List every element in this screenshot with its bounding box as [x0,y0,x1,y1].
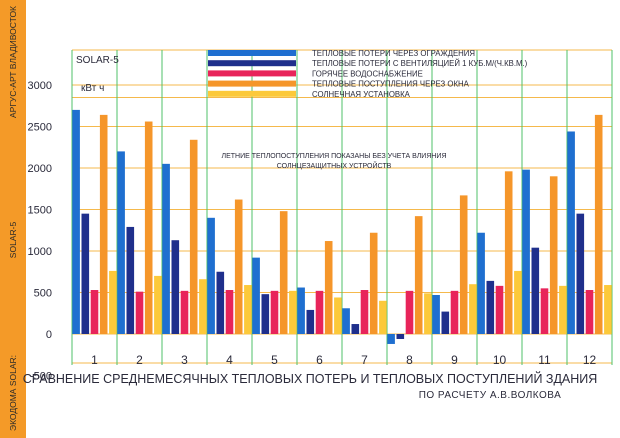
bar [414,216,423,334]
bar [180,290,189,334]
legend-swatch [208,50,296,56]
legend-label: ТЕПЛОВЫЕ ПОТЕРИ С ВЕНТИЛЯЦИЕЙ 1 КУБ.М/(Ч… [312,59,528,68]
x-tick-label: 5 [271,353,278,367]
bar [72,109,80,335]
bar [594,114,603,334]
y-tick-label: 3000 [28,80,52,92]
bar [334,297,342,334]
bar [432,294,440,334]
y-axis-label: кВт ч [81,83,104,94]
bar [387,334,395,344]
bar [225,290,234,334]
x-tick-label: 4 [226,353,233,367]
x-tick-label: 8 [406,353,413,367]
bar [495,285,504,334]
chart-title: SOLAR-5 [76,55,119,66]
legend-label: СОЛНЕЧНАЯ УСТАНОВКА [312,90,411,99]
x-tick-label: 6 [316,353,323,367]
legend-swatch [208,70,296,77]
bar [469,284,477,334]
bar [360,290,369,334]
bar [379,300,387,334]
bar [90,290,99,334]
bar [297,287,305,334]
bar [459,195,468,334]
bar [522,169,530,334]
x-tick-label: 12 [583,353,597,367]
bar [504,171,513,334]
bar [162,163,170,334]
x-tick-label: 3 [181,353,188,367]
chart-footer-title: СРАВНЕНИЕ СРЕДНЕМЕСЯЧНЫХ ТЕПЛОВЫХ ПОТЕРЬ… [22,372,598,386]
bar [234,199,243,334]
y-tick-label: 1500 [28,205,52,217]
chart-footer-subtitle: ПО РАСЧЕТУ А.В.ВОЛКОВА [418,390,562,401]
x-tick-label: 9 [451,353,458,367]
x-tick-label: 1 [91,353,98,367]
bar [81,213,90,334]
bar [567,131,575,334]
bar [405,290,414,334]
legend-label: ГОРЯЧЕЕ ВОДОСНАБЖЕНИЕ [312,69,423,78]
bar [261,294,270,334]
bar [199,279,207,334]
bar [351,324,360,334]
bar [540,288,549,334]
bar [135,291,144,334]
bar [559,285,567,334]
y-tick-label: 2500 [28,122,52,134]
bar [189,139,198,334]
bar [549,176,558,334]
bar [109,270,117,334]
bar [315,290,324,334]
bar [244,285,252,334]
chart-note: СОЛНЦЕЗАЩИТНЫХ УСТРОЙСТВ [277,161,392,170]
bar [289,290,297,334]
legend-swatch [208,80,296,87]
side-band: АРГУС-АРТ ВЛАДИВОСТОК SOLAR-5 ЭКОДОМА SO… [0,0,26,438]
bar [216,271,225,334]
y-tick-label: 500 [34,288,52,300]
bar [207,217,215,334]
y-tick-label: -500 [30,371,52,383]
bar [531,247,540,334]
bar [450,290,459,334]
x-tick-label: 10 [493,353,507,367]
bar [279,211,288,334]
bar [342,308,350,334]
bar [171,240,180,334]
bar [252,257,260,334]
y-tick-label: 0 [46,329,52,341]
legend-swatch [208,60,296,67]
legend-label: ТЕПЛОВЫЕ ПОТЕРИ ЧЕРЕЗ ОГРАЖДЕНИЯ [312,49,475,58]
bar [396,334,405,339]
bar [441,311,450,334]
bar [424,293,432,334]
bar [604,285,612,334]
x-tick-label: 7 [361,353,368,367]
bar [144,121,153,335]
bar [117,151,125,334]
bar [306,309,315,334]
legend-swatch [208,90,296,97]
bar [514,270,522,334]
x-tick-label: 2 [136,353,143,367]
bar [270,290,279,334]
bar [585,290,594,334]
bar [369,232,378,334]
bar [576,213,585,334]
chart-note: ЛЕТНИЕ ТЕПЛОПОСТУПЛЕНИЯ ПОКАЗАНЫ БЕЗ УЧЕ… [221,153,446,160]
bar [126,226,135,334]
bar [99,114,108,334]
bar [324,241,333,334]
bar [154,275,162,334]
bar [477,232,485,334]
y-tick-label: 2000 [28,163,52,175]
bar [486,280,495,334]
y-tick-label: 1000 [28,246,52,258]
legend-label: ТЕПЛОВЫЕ ПОСТУПЛЕНИЯ ЧЕРЕЗ ОКНА [312,80,470,89]
x-tick-label: 11 [538,353,551,367]
